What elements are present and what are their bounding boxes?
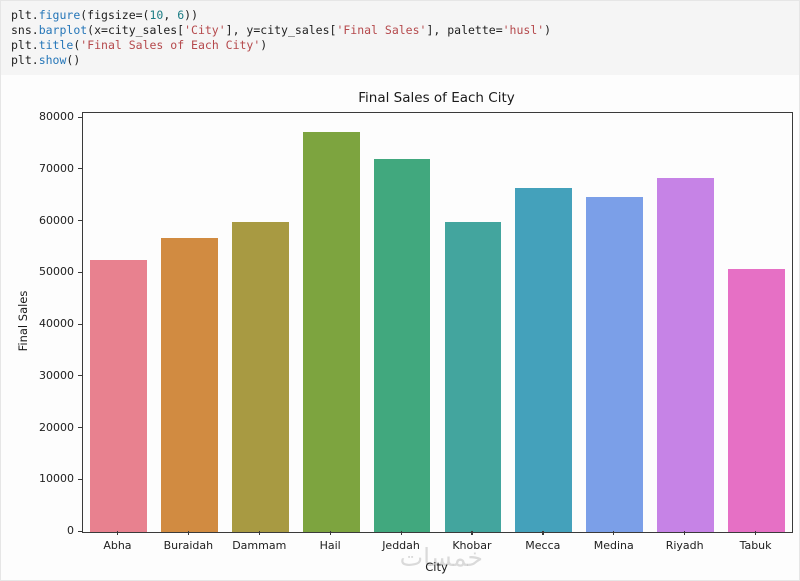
code-token-string: 'Final Sales of Each City' bbox=[80, 38, 261, 52]
code-token-string: 'Final Sales' bbox=[336, 23, 427, 37]
code-line: sns.barplot(x=city_sales['City'], y=city… bbox=[11, 23, 791, 38]
code-token-plain: )) bbox=[184, 8, 199, 22]
x-tick-mark bbox=[116, 531, 119, 535]
y-tick-label: 70000 bbox=[39, 161, 74, 175]
code-token-plain: plt. bbox=[11, 38, 39, 52]
y-tick-label: 50000 bbox=[39, 265, 74, 279]
code-token-func: title bbox=[38, 38, 74, 52]
code-token-plain: ], y=city_sales[ bbox=[225, 23, 337, 37]
x-tick-mark bbox=[542, 531, 544, 535]
bar-mecca bbox=[515, 187, 573, 532]
chart-title: Final Sales of Each City bbox=[358, 90, 515, 106]
y-tick-mark bbox=[78, 427, 82, 429]
x-tick-label: Mecca bbox=[525, 539, 561, 552]
code-line: plt.figure(figsize=(10, 6)) bbox=[11, 8, 791, 23]
y-tick-mark bbox=[78, 168, 82, 170]
x-tick-mark bbox=[187, 531, 190, 535]
y-tick-mark bbox=[78, 271, 82, 273]
y-tick-label: 40000 bbox=[39, 317, 74, 330]
code-token-plain: (x=city_sales[ bbox=[87, 23, 185, 37]
code-token-plain: sns. bbox=[11, 23, 39, 37]
y-tick-label: 30000 bbox=[39, 368, 74, 382]
x-tick-mark bbox=[400, 531, 402, 535]
code-token-plain: (figsize=( bbox=[80, 8, 150, 22]
bar-dammam bbox=[231, 221, 289, 532]
x-tick-mark bbox=[329, 531, 331, 535]
bar-abha bbox=[90, 259, 147, 532]
code-token-number: 10 bbox=[149, 8, 164, 22]
code-token-plain: , bbox=[163, 8, 178, 22]
code-token-number: 6 bbox=[177, 8, 185, 22]
y-tick-mark bbox=[78, 116, 82, 118]
bar-buraidah bbox=[160, 237, 218, 532]
plot-area bbox=[82, 112, 793, 533]
x-axis-label: City bbox=[425, 560, 448, 574]
x-tick-label: Medina bbox=[593, 539, 634, 552]
code-token-func: show bbox=[38, 53, 67, 67]
x-tick-label: Riyadh bbox=[665, 539, 704, 552]
code-content: plt.figure(figsize=(10, 6)) sns.barplot(x… bbox=[11, 8, 791, 68]
code-token-plain: ) bbox=[544, 23, 552, 37]
x-tick-label: Tabuk bbox=[739, 539, 772, 552]
code-token-string: 'husl' bbox=[502, 23, 545, 37]
code-line: plt.show() bbox=[11, 53, 791, 68]
x-tick-mark bbox=[613, 531, 615, 535]
code-cell[interactable]: plt.figure(figsize=(10, 6)) sns.barplot(x… bbox=[1, 1, 799, 75]
code-token-plain: () bbox=[66, 53, 81, 67]
x-tick-mark bbox=[684, 531, 686, 535]
y-tick-mark bbox=[78, 375, 82, 377]
x-tick-label: Hail bbox=[319, 539, 341, 552]
x-tick-label: Khobar bbox=[452, 539, 492, 552]
code-token-func: figure bbox=[38, 8, 81, 22]
bar-jeddah bbox=[373, 158, 431, 532]
code-line: plt.title('Final Sales of Each City') bbox=[11, 38, 791, 53]
code-token-plain: plt. bbox=[11, 53, 39, 67]
bar-medina bbox=[586, 197, 644, 532]
x-tick-label: Jeddah bbox=[382, 539, 420, 552]
y-tick-label: 10000 bbox=[39, 472, 74, 486]
code-token-plain: ], palette= bbox=[426, 23, 503, 37]
bar-khobar bbox=[444, 221, 502, 532]
bar-tabuk bbox=[728, 268, 785, 532]
x-tick-mark bbox=[471, 531, 473, 535]
code-token-plain: ) bbox=[260, 38, 268, 52]
code-token-func: barplot bbox=[38, 23, 88, 37]
code-token-plain: plt. bbox=[11, 8, 39, 22]
chart-figure: Final Sales of Each City Final Sales خمس… bbox=[1, 75, 799, 580]
code-token-plain: ( bbox=[73, 38, 81, 52]
x-tick-label: Abha bbox=[103, 539, 132, 552]
y-tick-label: 80000 bbox=[39, 110, 74, 123]
y-tick-label: 60000 bbox=[39, 213, 74, 227]
x-tick-label: Dammam bbox=[232, 539, 287, 552]
y-tick-mark bbox=[78, 530, 82, 532]
x-tick-mark bbox=[755, 531, 757, 535]
y-tick-mark bbox=[78, 323, 82, 325]
bar-hail bbox=[302, 131, 360, 532]
x-tick-mark bbox=[258, 531, 260, 535]
y-tick-label: 0 bbox=[67, 524, 74, 537]
y-tick-label: 20000 bbox=[39, 420, 74, 434]
y-tick-mark bbox=[78, 478, 82, 480]
code-token-string: 'City' bbox=[184, 23, 226, 37]
x-tick-label: Buraidah bbox=[163, 539, 214, 552]
y-tick-mark bbox=[78, 220, 82, 222]
bar-riyadh bbox=[657, 177, 714, 532]
